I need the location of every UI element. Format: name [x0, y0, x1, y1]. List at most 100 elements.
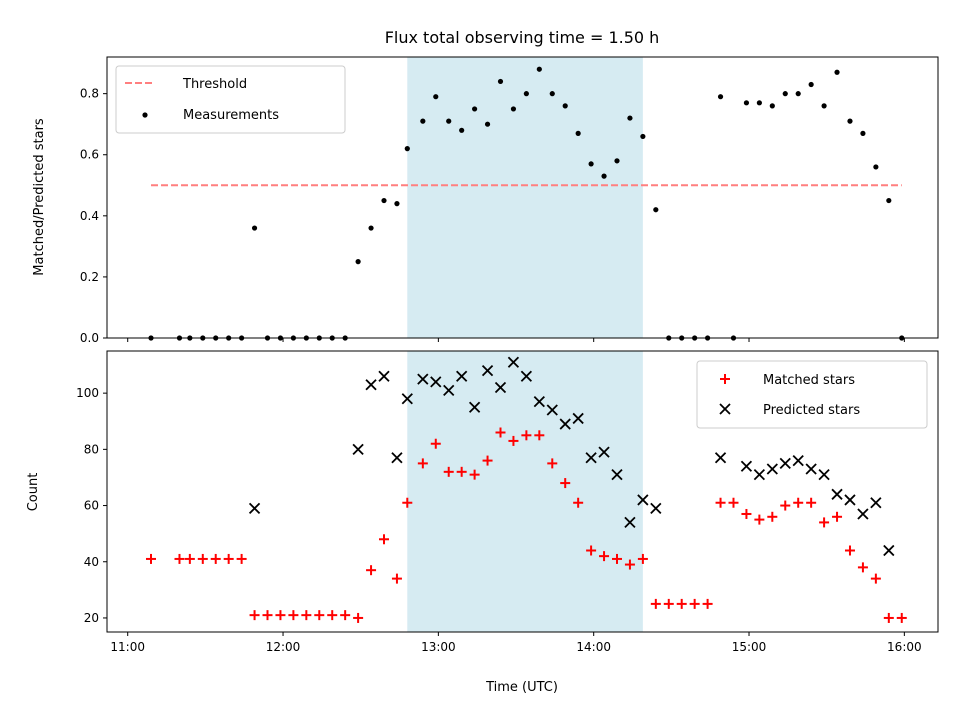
- x-tick-label: 15:00: [732, 640, 767, 654]
- measurement-point: [743, 100, 750, 106]
- measurement-point: [782, 91, 788, 97]
- predicted-point: [740, 460, 753, 472]
- measurement-point: [795, 91, 801, 97]
- matched-point: [599, 551, 610, 562]
- measurement-point: [472, 106, 478, 112]
- measurement-point: [420, 118, 426, 124]
- matched-point: [611, 553, 622, 564]
- x-tick-label: 11:00: [110, 640, 145, 654]
- measurement-point: [653, 207, 659, 213]
- y-tick-label: 100: [76, 386, 99, 400]
- count-x-ticks: 11:00 12:00 13:00 14:00 15:00 16:00: [110, 632, 922, 654]
- count-y-ticks: 20 40 60 80 100: [76, 386, 107, 625]
- predicted-point: [805, 463, 817, 475]
- matched-point: [560, 478, 571, 489]
- x-tick-label: 12:00: [266, 640, 301, 654]
- measurement-point: [601, 173, 607, 179]
- y-tick-label: 0.4: [80, 209, 99, 223]
- matched-point: [754, 514, 765, 525]
- matched-point: [353, 612, 364, 623]
- matched-point: [327, 610, 338, 621]
- matched-point: [819, 517, 830, 528]
- y-tick-label: 0.6: [80, 148, 99, 162]
- count-legend: Matched stars Predicted stars: [696, 360, 928, 429]
- measurement-point: [873, 164, 879, 170]
- predicted-point: [481, 365, 494, 377]
- matched-point: [547, 458, 558, 469]
- chart-title: Flux total observing time = 1.50 h: [385, 28, 660, 47]
- ratio-panel: 0.0 0.2 0.4 0.6 0.8 Flux total observing tim…: [32, 28, 939, 345]
- predicted-legend-swatch: [719, 403, 731, 415]
- measurement-point: [821, 103, 827, 109]
- y-tick-label: 0.2: [80, 270, 99, 284]
- x-tick-label: 13:00: [421, 640, 456, 654]
- ratio-plot-frame: [106, 56, 939, 339]
- matched-point: [301, 610, 312, 621]
- matched-point: [391, 573, 402, 584]
- predicted-point: [883, 544, 895, 557]
- matched-point: [715, 497, 726, 508]
- matched-point: [676, 598, 687, 609]
- measurement-point: [808, 81, 814, 88]
- predicted-point: [378, 370, 390, 382]
- matched-point: [508, 435, 519, 446]
- matched-point: [844, 545, 855, 556]
- measurement-point: [536, 66, 542, 72]
- y-tick-label: 0.8: [80, 87, 99, 101]
- predicted-point: [779, 457, 791, 470]
- matched-point: [249, 610, 260, 621]
- matched-point: [223, 553, 234, 564]
- matched-stars-layer: [146, 427, 907, 623]
- matched-point: [262, 610, 273, 621]
- measurement-point: [575, 130, 581, 136]
- predicted-point: [546, 404, 558, 416]
- measurement-point: [614, 158, 620, 164]
- matched-point: [184, 553, 195, 564]
- matched-point: [857, 562, 868, 573]
- measurement-point: [523, 91, 529, 97]
- predicted-point: [572, 412, 584, 425]
- matched-point: [832, 511, 843, 522]
- ratio-y-ticks: 0.0 0.2 0.4 0.6 0.8: [80, 87, 107, 345]
- predicted-point: [598, 446, 610, 458]
- measurement-point: [847, 118, 853, 124]
- measurement-point: [459, 127, 465, 133]
- observing-window-span: [407, 57, 643, 338]
- matched-point: [663, 598, 674, 609]
- y-tick-label: 60: [84, 499, 99, 513]
- predicted-point: [443, 384, 455, 396]
- count-legend-box: [696, 360, 928, 429]
- matched-legend-swatch: [720, 374, 730, 384]
- y-tick-label: 80: [84, 442, 99, 456]
- matched-point: [780, 500, 791, 511]
- predicted-legend-label: Predicted stars: [763, 403, 860, 418]
- predicted-point: [624, 516, 636, 529]
- measurement-point: [860, 130, 866, 136]
- matched-point: [456, 466, 467, 477]
- matched-point: [340, 610, 351, 621]
- matched-point: [896, 612, 907, 623]
- matched-point: [883, 612, 894, 623]
- predicted-point: [714, 452, 727, 464]
- matched-point: [650, 598, 661, 609]
- measurement-point: [355, 259, 361, 265]
- predicted-point: [417, 373, 429, 385]
- predicted-point: [585, 452, 597, 464]
- matched-point: [174, 553, 185, 564]
- measurement-point: [756, 100, 762, 106]
- measurement-point: [549, 91, 555, 97]
- predicted-point: [753, 469, 766, 481]
- measurement-point: [627, 115, 633, 121]
- x-axis-label: Time (UTC): [485, 680, 558, 695]
- predicted-point: [401, 393, 413, 405]
- matched-point: [728, 497, 739, 508]
- predicted-point: [818, 469, 830, 481]
- measurements-legend-swatch: [142, 112, 148, 118]
- matched-point: [495, 427, 506, 438]
- predicted-point: [520, 370, 533, 382]
- matched-point: [443, 466, 454, 477]
- predicted-point: [430, 376, 442, 388]
- matched-point: [793, 497, 804, 508]
- matched-point: [314, 610, 325, 621]
